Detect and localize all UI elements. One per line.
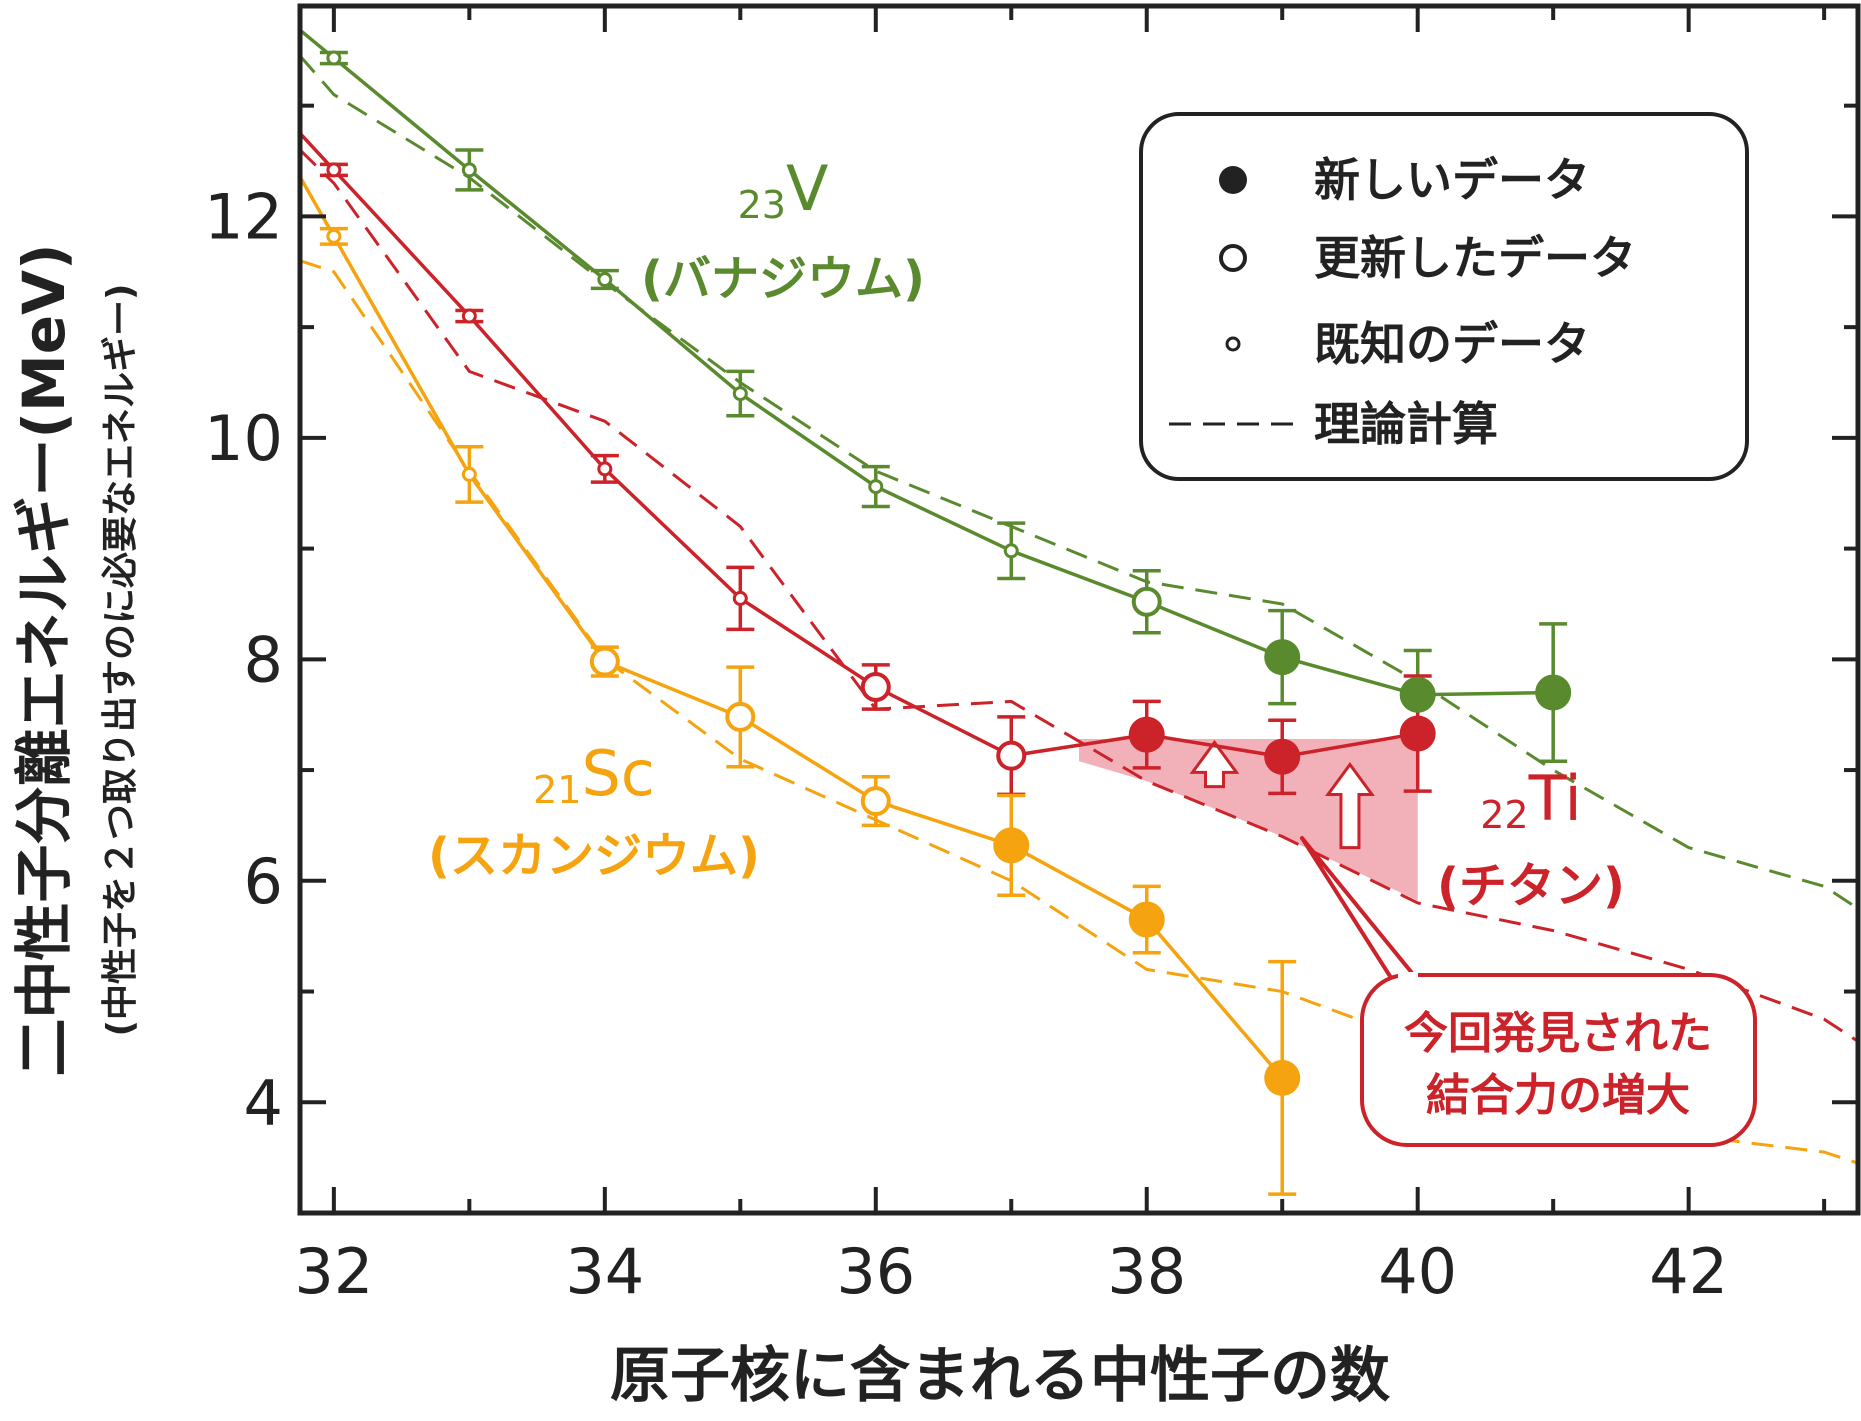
- legend-label-new: 新しいデータ: [1314, 153, 1590, 207]
- ti-point-x32: [326, 162, 342, 178]
- ti-mass-subscript: 22: [1480, 793, 1528, 837]
- callout-box: [1360, 973, 1757, 1147]
- v-point-x33: [461, 162, 477, 178]
- v-point-x32: [326, 50, 342, 66]
- x-tick-label-38: 38: [1107, 1235, 1186, 1308]
- sc-element-name: (スカンジウム): [428, 828, 760, 884]
- v-theory-line: [298, 54, 1859, 910]
- sc-point-x33: [461, 466, 477, 482]
- y-tick-label-6: 6: [244, 845, 283, 918]
- sc-point-x32: [326, 228, 342, 244]
- v-point-x36: [868, 479, 884, 495]
- ti-point-x36: [860, 672, 891, 703]
- v-point-x37: [1003, 543, 1019, 559]
- v-series-label: 23V: [738, 152, 829, 227]
- y-tick-label-8: 8: [244, 623, 283, 696]
- x-tick-label-34: 34: [565, 1235, 644, 1308]
- legend-marker-new: [1219, 166, 1247, 194]
- up-arrow-2: [1324, 761, 1375, 850]
- y-tick-label-12: 12: [204, 180, 283, 253]
- plot-frame: [297, 3, 1861, 1216]
- x-tick-label-32: 32: [294, 1235, 373, 1308]
- x-tick-label-40: 40: [1378, 1235, 1457, 1308]
- ti-point-x33: [461, 308, 477, 324]
- ti-point-x40: [1399, 715, 1436, 752]
- axes-layer: 32 34 36 38 40 42 4 6 8 10 12: [204, 3, 1861, 1308]
- y-tick-label-10: 10: [204, 402, 283, 475]
- v-point-x34: [597, 272, 613, 288]
- v-point-x40: [1399, 676, 1436, 713]
- legend-marker-known: [1225, 336, 1241, 352]
- ti-data-line: [298, 132, 1418, 759]
- v-point-x38: [1131, 586, 1162, 617]
- ti-symbol: Ti: [1528, 762, 1582, 835]
- ti-binding-increase-region: [1079, 739, 1418, 901]
- ti-point-x37: [996, 740, 1027, 771]
- x-tick-label-42: 42: [1649, 1235, 1728, 1308]
- sc-point-x35: [725, 701, 756, 732]
- up-arrow-1: [1189, 739, 1240, 789]
- sc-point-x34: [589, 646, 620, 677]
- ti-point-x38: [1128, 716, 1165, 753]
- y-axis-title: 二中性子分離エネルギー(MeV): [10, 244, 78, 1077]
- sc-data-line: [298, 175, 1284, 1080]
- callout-line-2: 結合力の増大: [1426, 1070, 1690, 1121]
- ti-point-x34: [597, 461, 613, 477]
- x-tick-label-36: 36: [836, 1235, 915, 1308]
- y-axis-subtitle: (中性子を２つ取り出すのに必要なエネルギー): [100, 284, 141, 1037]
- legend-label-updated: 更新したデータ: [1314, 231, 1636, 285]
- legend: 新しいデータ 更新したデータ 既知のデータ 理論計算: [1139, 112, 1749, 481]
- v-point-x41: [1535, 674, 1572, 711]
- legend-label-theory: 理論計算: [1314, 397, 1498, 451]
- ti-point-x35: [732, 590, 748, 606]
- legend-label-known: 既知のデータ: [1314, 317, 1590, 371]
- sc-point-x36: [860, 786, 891, 817]
- sc-symbol: Sc: [581, 737, 654, 810]
- v-symbol: V: [786, 152, 828, 225]
- ti-series-label: 22Ti: [1480, 762, 1582, 837]
- sc-series-label: 21Sc: [533, 737, 655, 812]
- sc-point-x37: [993, 827, 1030, 864]
- v-point-x39: [1264, 639, 1301, 676]
- ti-point-x39: [1264, 738, 1301, 775]
- ti-element-name: (チタン): [1437, 858, 1625, 914]
- sc-point-x39: [1264, 1059, 1301, 1096]
- point-layer: [326, 50, 1572, 1096]
- v-element-name: (バナジウム): [641, 251, 925, 307]
- v-point-x35: [732, 386, 748, 402]
- legend-box: [1139, 112, 1749, 481]
- v-mass-subscript: 23: [738, 183, 786, 227]
- sc-mass-subscript: 21: [533, 768, 581, 812]
- callout-line-1: 今回発見された: [1404, 1008, 1712, 1059]
- sc-point-x38: [1128, 901, 1165, 938]
- y-tick-label-4: 4: [244, 1066, 283, 1139]
- legend-marker-updated: [1219, 244, 1247, 272]
- ti-theory-line: [298, 148, 1859, 1043]
- annotation-callout: 今回発見された 結合力の増大: [1300, 836, 1757, 1147]
- shade-layer: [1079, 739, 1418, 901]
- x-axis-title: 原子核に含まれる中性子の数: [610, 1341, 1390, 1411]
